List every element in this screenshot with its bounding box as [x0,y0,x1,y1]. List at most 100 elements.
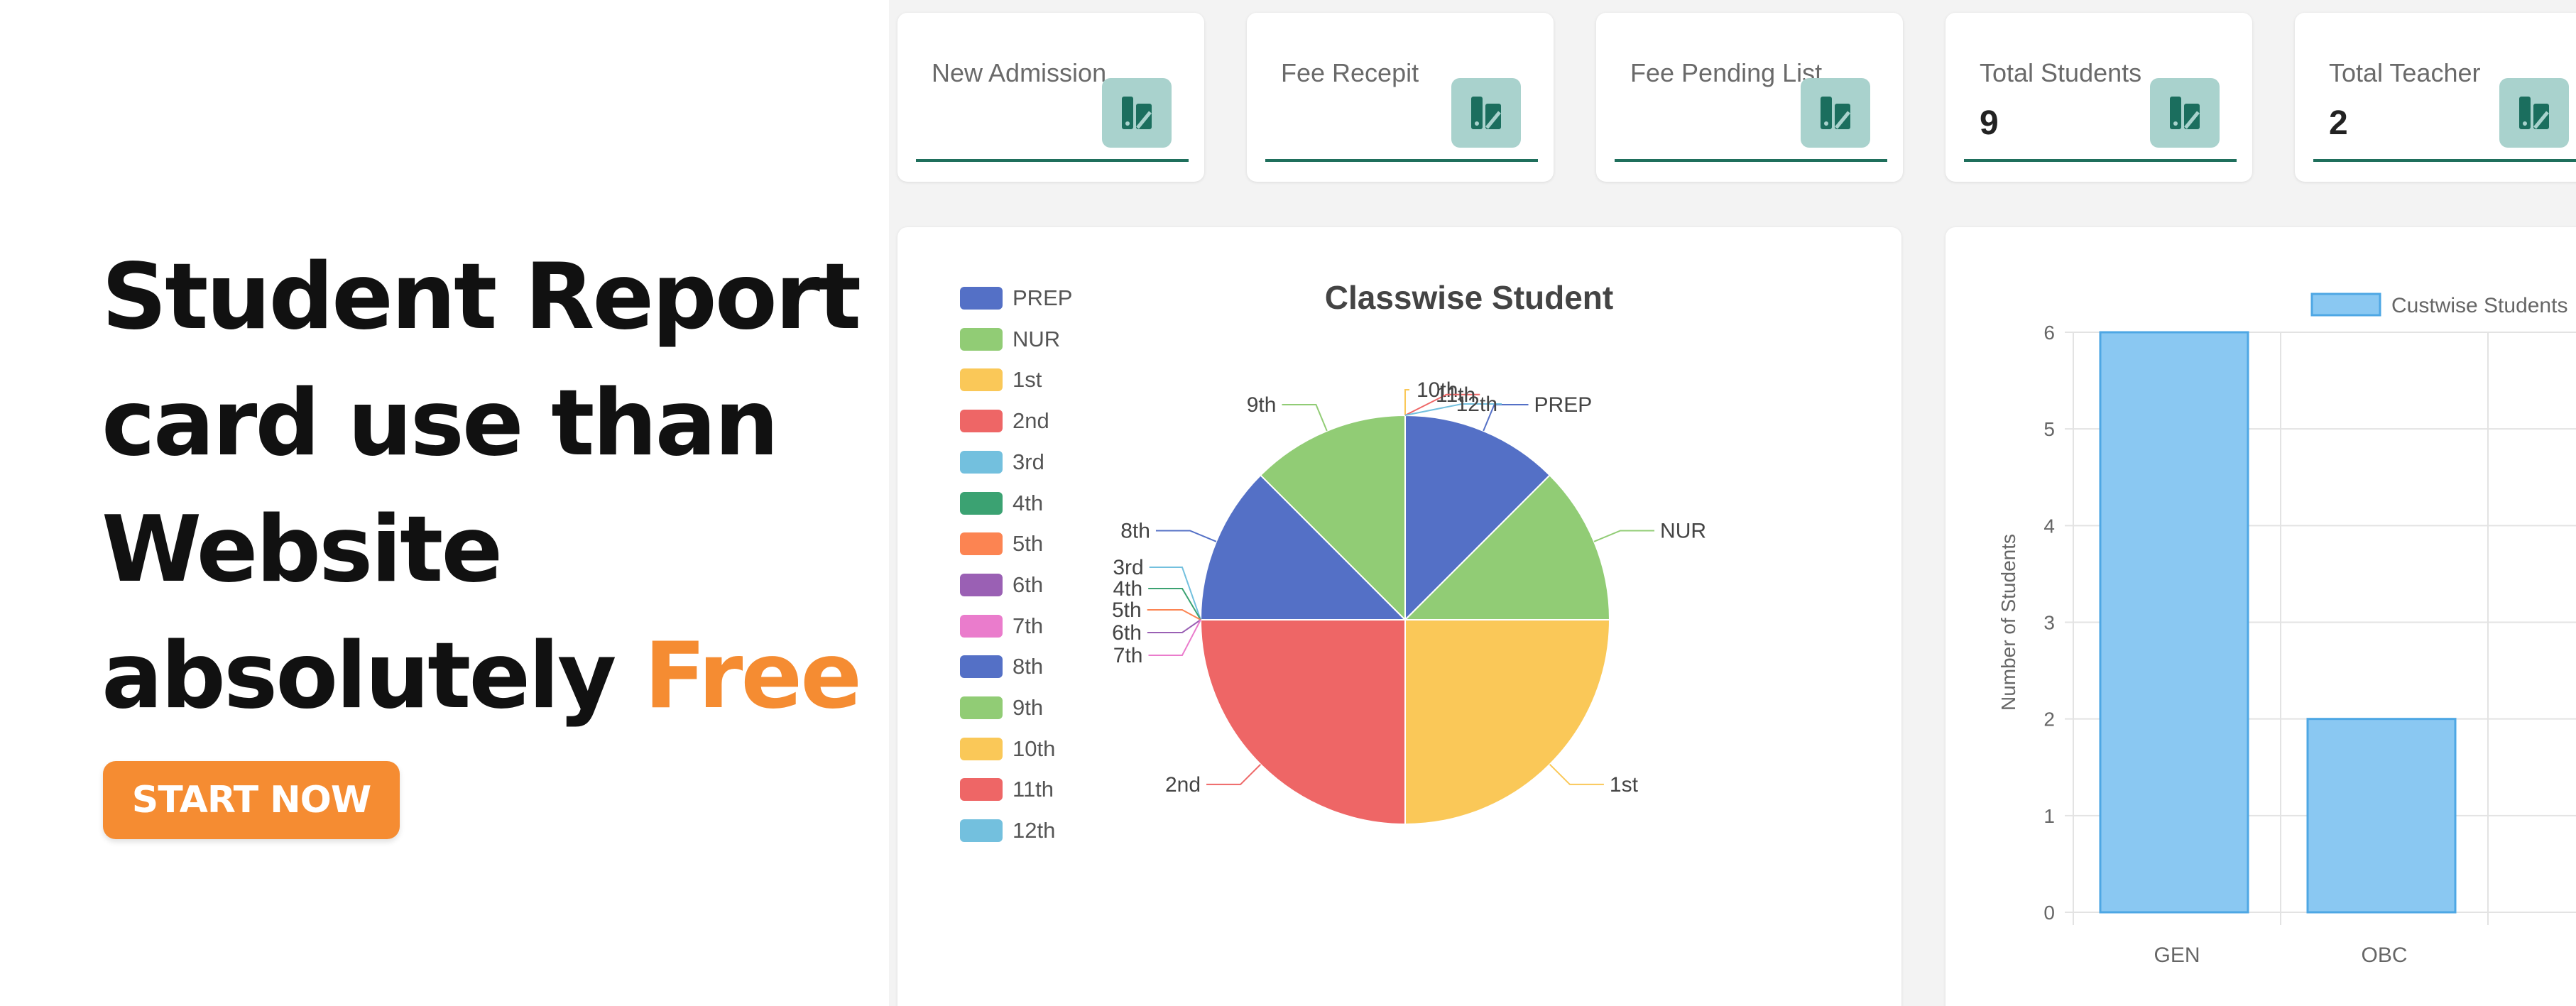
x-tick-label: GEN [2154,944,2200,967]
chart-icon [2499,78,2569,148]
legend-swatch [960,532,1003,556]
chart-icon [1801,78,1870,148]
dashboard-preview: New Admission Fee Recepit Fee Pending Li… [889,0,2576,1006]
legend-swatch [960,655,1003,679]
pie-slice-1st[interactable] [1404,619,1611,826]
pie-label-3rd: 3rd [1113,556,1143,579]
pie-slice-2nd[interactable] [1199,619,1406,826]
legend-swatch [960,450,1003,474]
pie-leader-2nd [1206,763,1262,785]
pie-label-5th: 5th [1112,598,1142,622]
y-axis-title: Number of Students [1997,534,2019,711]
stat-card-title: Total Teacher [2329,58,2481,87]
legend-item-5th[interactable]: 5th [960,530,1043,558]
pie-label-prep: PREP [1534,393,1593,417]
y-tick-label: 4 [2043,515,2055,537]
bar-gen[interactable] [2099,331,2249,914]
legend-item-nur[interactable]: NUR [960,325,1060,354]
y-tick-label: 2 [2043,709,2055,731]
hero-section: Student Report card use than Website abs… [0,0,889,1006]
legend-item-prep[interactable]: PREP [960,284,1072,312]
legend-label: 7th [1013,613,1044,638]
stat-card-fee-pending-list[interactable]: Fee Pending List [1596,13,1903,182]
pie-label-nur: NUR [1660,519,1706,542]
legend-label: 6th [1013,572,1044,597]
bar-obc[interactable] [2306,718,2457,914]
legend-item-9th[interactable]: 9th [960,694,1043,722]
legend-item-12th[interactable]: 12th [960,816,1055,845]
legend-swatch [960,737,1003,760]
legend-label: 12th [1013,818,1056,843]
pie-label-2nd: 2nd [1165,773,1201,797]
pie-leader-11th [1404,393,1480,416]
card-underline [1964,159,2237,162]
x-tick-label: MU [2575,944,2576,967]
legend-swatch [960,696,1003,719]
pie-chart-title: Classwise Student [1324,279,1614,316]
hero-title-highlight: Free [644,623,862,729]
legend-item-10th[interactable]: 10th [960,735,1055,763]
pie-leader-5th [1147,609,1201,620]
legend-label: 9th [1013,695,1044,720]
legend-item-4th[interactable]: 4th [960,489,1043,518]
bar-legend-swatch [2310,292,2381,317]
stat-card-title: Total Students [1980,58,2142,87]
pie-label-4th: 4th [1113,577,1142,601]
pie-label-9th: 9th [1247,393,1277,417]
classwise-student-panel: PREP NUR 1st 2nd 3rd 4th 5th 6th 7th 8th 9th 10th 11… [897,227,1901,1006]
custwise-bar-chart: 0 1 2 3 4 5 6 GEN OBC MU Number of Students Custwis… [1997,292,2576,967]
x-tick-label: OBC [2361,944,2407,967]
hero-title-line-1: Student Report [102,244,861,350]
legend-label: 1st [1013,367,1042,393]
legend-label: 8th [1013,654,1044,679]
legend-item-7th[interactable]: 7th [960,612,1043,640]
stat-card-title: Fee Recepit [1281,58,1419,87]
stat-card-value: 9 [1980,104,1999,142]
legend-label: 11th [1013,777,1054,802]
y-tick-label: 3 [2043,612,2055,634]
legend-label: 5th [1013,531,1044,557]
legend-label: 3rd [1013,449,1044,474]
start-now-button[interactable]: START NOW [103,761,400,839]
stat-card-fee-receipt[interactable]: Fee Recepit [1247,13,1554,182]
pie-leader-9th [1282,403,1328,432]
y-tick-label: 5 [2043,418,2055,440]
pie-leader-nur [1593,530,1655,542]
legend-swatch [960,778,1003,802]
pie-label-11th: 11th [1436,383,1475,407]
legend-item-1st[interactable]: 1st [960,366,1042,394]
hero-title: Student Report card use than Website abs… [102,234,862,740]
pie-leader-4th [1148,588,1201,620]
legend-item-3rd[interactable]: 3rd [960,448,1044,476]
chart-icon [1102,78,1172,148]
pie-label-8th: 8th [1120,519,1150,542]
pie-leader-7th [1148,619,1201,656]
pie-label-7th: 7th [1113,644,1143,667]
legend-label: PREP [1013,285,1073,310]
legend-label: 2nd [1013,408,1049,434]
stat-card-total-students[interactable]: Total Students 9 [1945,13,2252,182]
pie-leader-8th [1155,530,1217,542]
card-underline [2313,159,2576,162]
custwise-student-panel: 0 1 2 3 4 5 6 GEN OBC MU Number of Students Custwis… [1945,227,2576,1006]
card-underline [1615,159,1887,162]
stat-card-new-admission[interactable]: New Admission [897,13,1204,182]
stat-card-title: New Admission [932,58,1107,87]
legend-label: 4th [1013,490,1044,515]
legend-swatch [960,410,1003,433]
hero-title-line-4: absolutely [102,623,644,729]
pie-leader-3rd [1149,567,1201,620]
legend-item-11th[interactable]: 11th [960,775,1054,804]
y-tick-label: 0 [2043,902,2055,924]
legend-item-6th[interactable]: 6th [960,571,1043,599]
legend-swatch [960,819,1003,843]
legend-item-8th[interactable]: 8th [960,652,1043,681]
legend-swatch [960,614,1003,638]
legend-swatch [960,573,1003,596]
stat-card-title: Fee Pending List [1630,58,1823,87]
stat-card-total-teacher[interactable]: Total Teacher 2 [2295,13,2576,182]
legend-label: 10th [1013,736,1056,761]
y-tick-label: 1 [2043,805,2055,827]
legend-item-2nd[interactable]: 2nd [960,407,1049,435]
